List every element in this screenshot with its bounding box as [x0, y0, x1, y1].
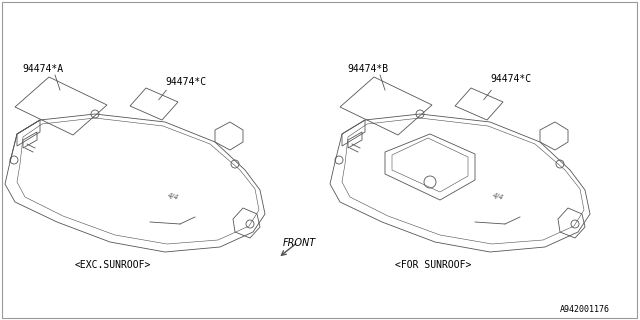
- Text: FRONT: FRONT: [283, 238, 316, 248]
- Text: 4/4: 4/4: [167, 193, 179, 201]
- Text: <EXC.SUNROOF>: <EXC.SUNROOF>: [75, 260, 152, 270]
- Text: 94474*C: 94474*C: [165, 77, 206, 87]
- Text: 94474*A: 94474*A: [22, 64, 63, 74]
- Text: <FOR SUNROOF>: <FOR SUNROOF>: [395, 260, 472, 270]
- Text: 4/4: 4/4: [492, 193, 504, 201]
- Text: A942001176: A942001176: [560, 305, 610, 314]
- Text: 94474*C: 94474*C: [490, 74, 531, 84]
- Text: 94474*B: 94474*B: [347, 64, 388, 74]
